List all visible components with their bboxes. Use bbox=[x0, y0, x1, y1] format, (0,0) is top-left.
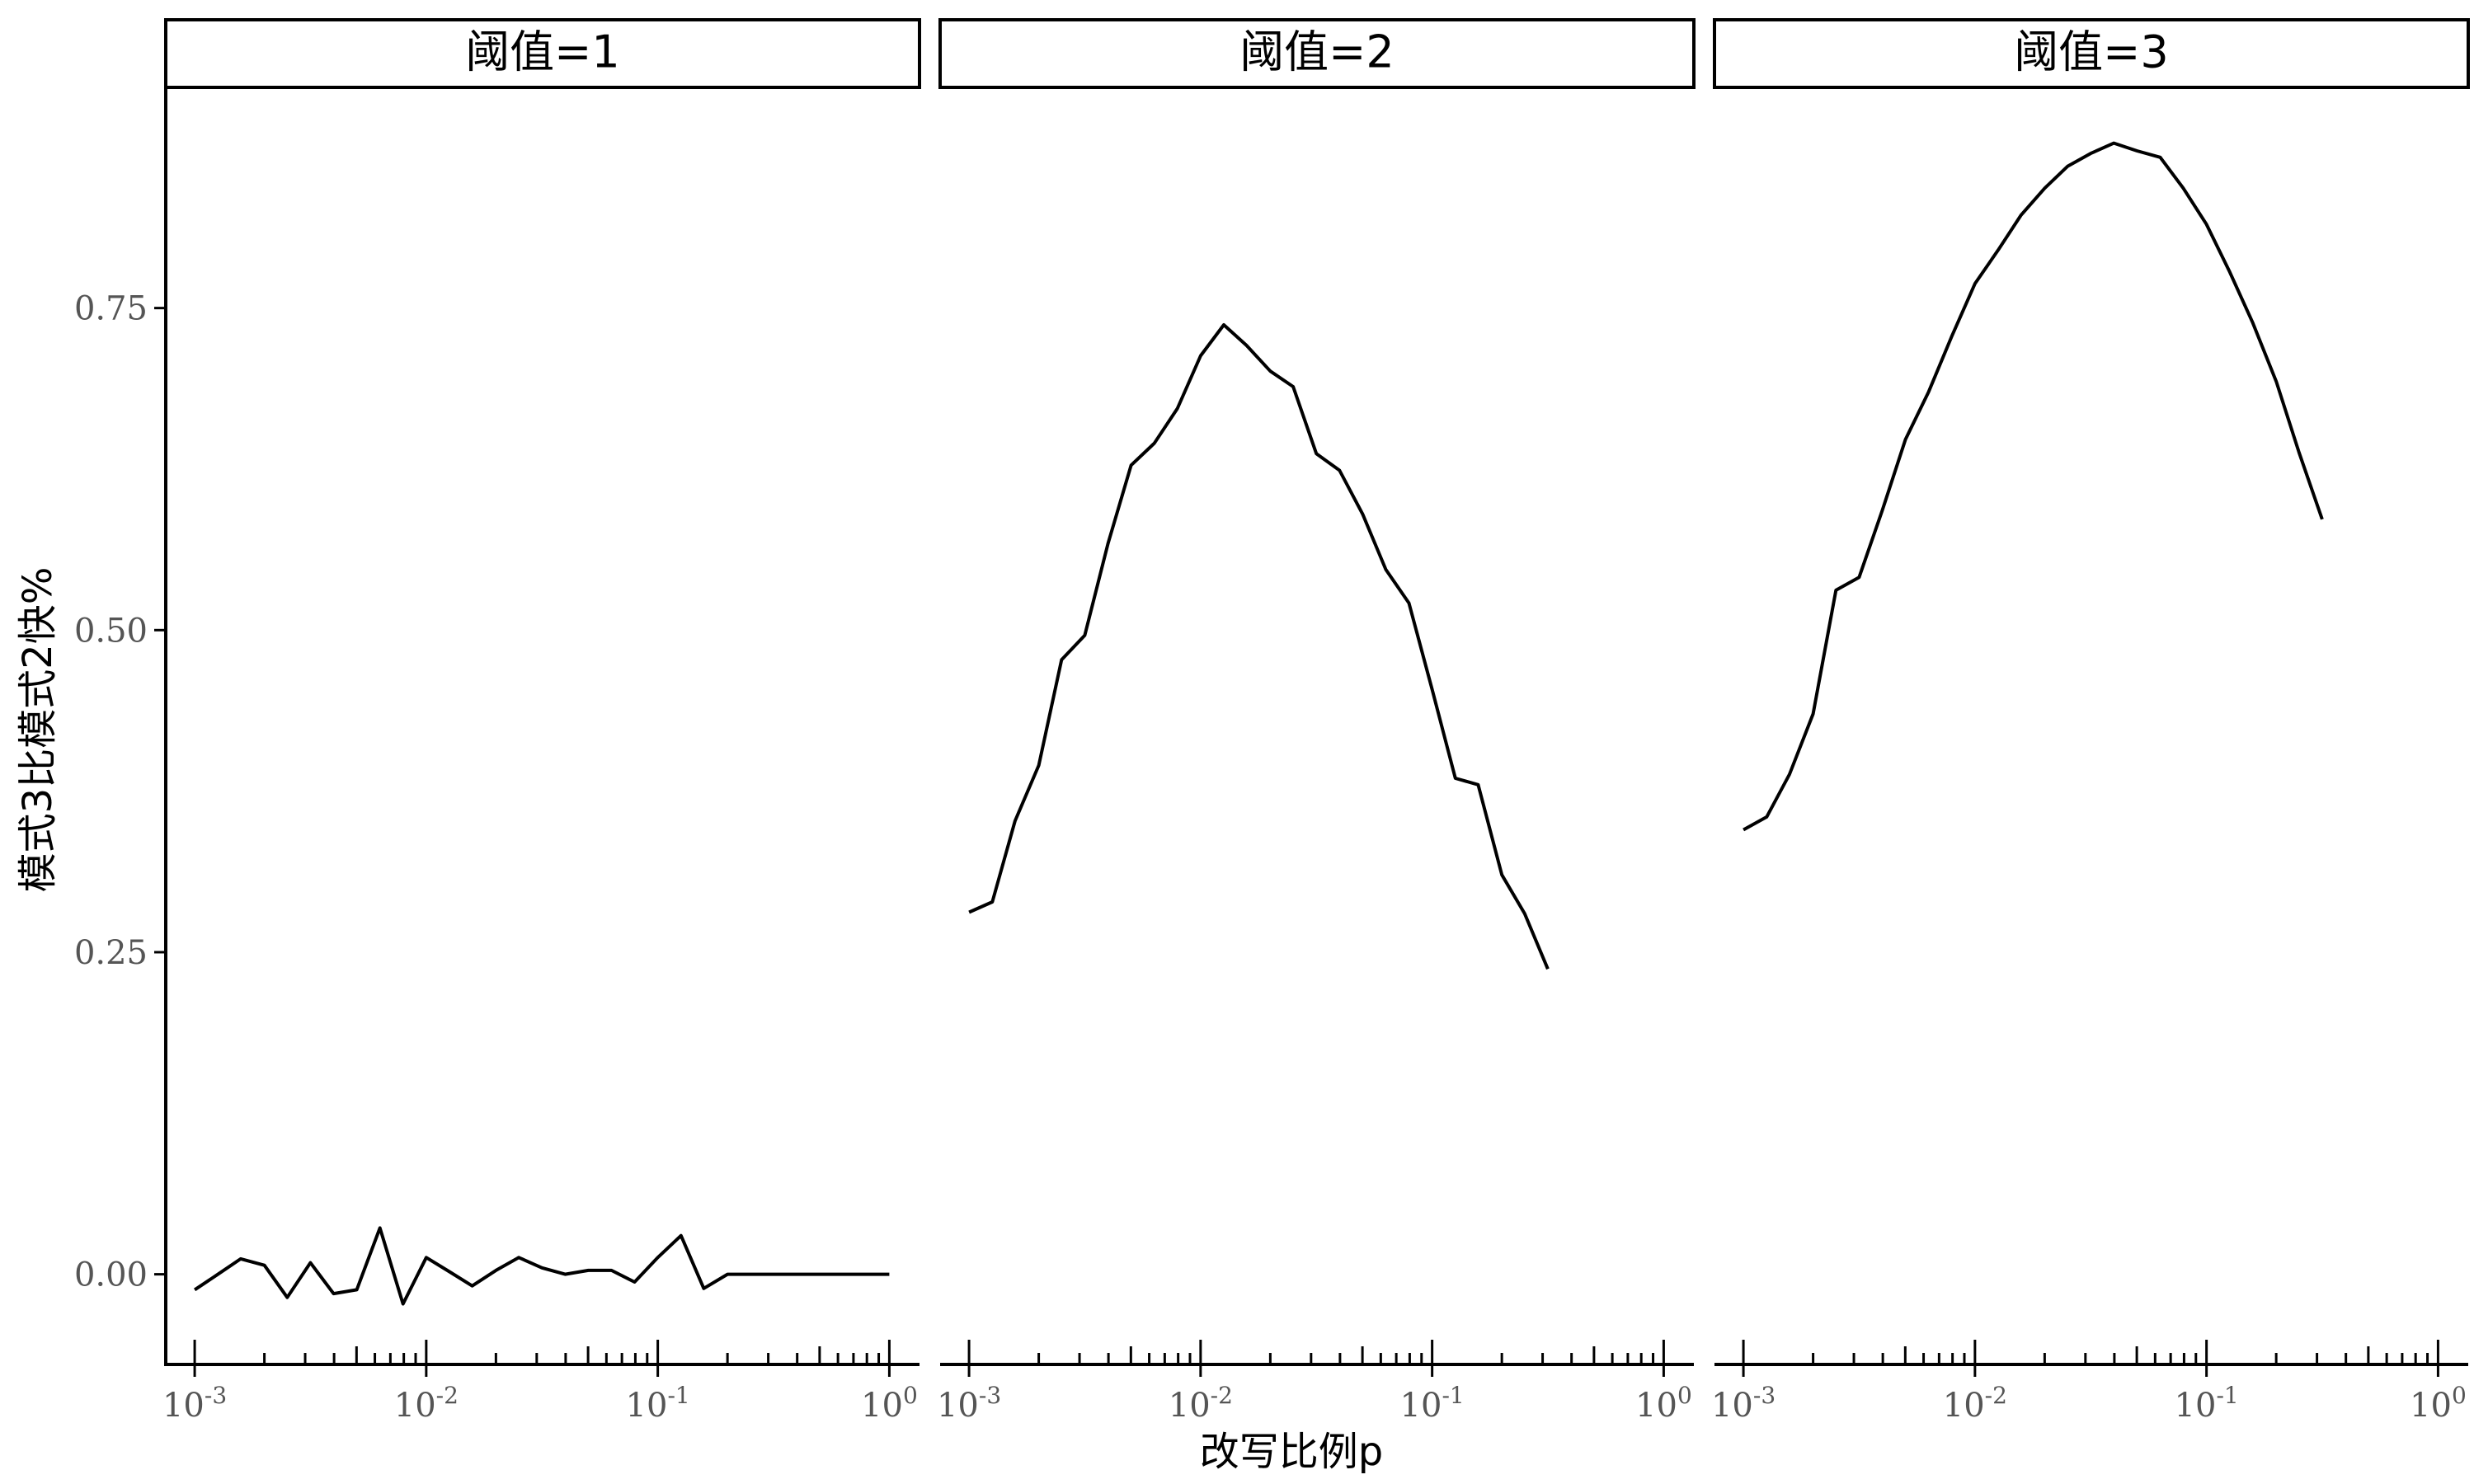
strip-box bbox=[164, 18, 921, 89]
strip-label: 阈值=2 bbox=[1239, 26, 1395, 78]
x-tick-label: 10-3 bbox=[937, 1382, 1001, 1425]
y-axis-title: 模式3比模式2快% bbox=[15, 567, 61, 893]
strip-box bbox=[1713, 18, 2470, 89]
x-tick-label: 10-3 bbox=[1711, 1382, 1776, 1425]
panel-3: 阈值=3 10-3 10-2 10-1 100 bbox=[1711, 18, 2470, 1425]
x-tick-label: 100 bbox=[861, 1382, 918, 1425]
x-tick-label: 10-3 bbox=[162, 1382, 227, 1425]
x-tick-label: 10-1 bbox=[1400, 1382, 1465, 1425]
x-tick-label: 10-2 bbox=[394, 1382, 459, 1425]
x-tick-label: 10-1 bbox=[2175, 1382, 2239, 1425]
y-tick-label: 0.50 bbox=[74, 612, 148, 650]
panel-2: 阈值=2 10-3 10-2 10-1 100 bbox=[937, 18, 1696, 1425]
x-axis-title: 改写比例p bbox=[1200, 1429, 1383, 1475]
strip-label: 阈值=1 bbox=[465, 26, 620, 78]
series-line-panel-2 bbox=[968, 323, 1550, 970]
x-tick-label: 100 bbox=[1635, 1382, 1692, 1425]
x-tick-label: 100 bbox=[2410, 1382, 2467, 1425]
y-tick-label: 0.25 bbox=[74, 934, 148, 972]
strip-label: 阈值=3 bbox=[2014, 26, 2169, 78]
series-line-panel-3 bbox=[1743, 141, 2324, 832]
panel-1: 阈值=1 10-3 10-2 10-1 100 bbox=[162, 18, 921, 1425]
x-tick-label: 10-1 bbox=[626, 1382, 690, 1425]
series-line-panel-1 bbox=[193, 1226, 890, 1306]
y-tick-label: 0.75 bbox=[74, 290, 148, 328]
x-tick-label: 10-2 bbox=[1943, 1382, 2007, 1425]
x-tick-label: 10-2 bbox=[1169, 1382, 1233, 1425]
strip-box bbox=[938, 18, 1696, 89]
y-tick-label: 0.00 bbox=[74, 1256, 148, 1294]
y-axis: 0.00 0.25 0.50 0.75 bbox=[74, 89, 167, 1366]
